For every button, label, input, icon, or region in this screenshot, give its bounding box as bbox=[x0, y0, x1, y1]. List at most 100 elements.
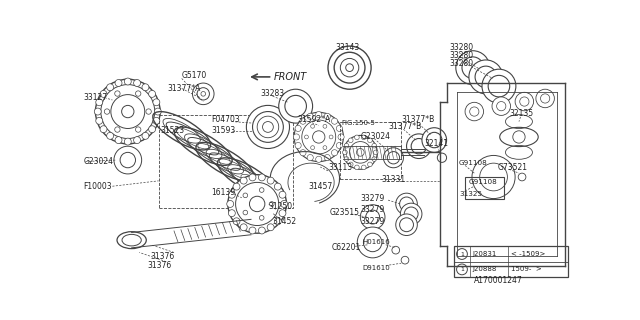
Circle shape bbox=[536, 89, 554, 108]
Circle shape bbox=[148, 91, 156, 97]
Circle shape bbox=[100, 91, 107, 97]
Text: 31377*A: 31377*A bbox=[168, 84, 201, 93]
Circle shape bbox=[336, 125, 342, 132]
Circle shape bbox=[115, 137, 122, 144]
Circle shape bbox=[275, 183, 281, 190]
Circle shape bbox=[356, 148, 364, 156]
Text: 31457: 31457 bbox=[308, 182, 333, 191]
Circle shape bbox=[295, 125, 301, 132]
Circle shape bbox=[228, 175, 287, 233]
Circle shape bbox=[323, 124, 327, 128]
Circle shape bbox=[404, 207, 418, 221]
Text: G91108: G91108 bbox=[468, 179, 497, 185]
Text: 32141: 32141 bbox=[424, 140, 448, 148]
Text: FIG.150-5: FIG.150-5 bbox=[342, 120, 376, 126]
Bar bbox=[159, 116, 293, 208]
Circle shape bbox=[332, 118, 338, 124]
Text: < -1509>: < -1509> bbox=[511, 251, 546, 257]
Circle shape bbox=[302, 120, 336, 154]
Circle shape bbox=[456, 249, 467, 260]
Circle shape bbox=[492, 97, 511, 116]
Circle shape bbox=[115, 91, 120, 96]
Circle shape bbox=[259, 188, 264, 192]
Circle shape bbox=[344, 157, 349, 161]
Circle shape bbox=[107, 84, 114, 91]
Bar bbox=[340, 122, 401, 179]
Circle shape bbox=[372, 157, 376, 161]
Circle shape bbox=[243, 210, 248, 215]
Circle shape bbox=[348, 138, 353, 143]
Text: F10003: F10003 bbox=[83, 182, 112, 191]
Circle shape bbox=[346, 64, 353, 71]
Circle shape bbox=[115, 127, 120, 132]
Circle shape bbox=[373, 150, 378, 155]
Text: 31250: 31250 bbox=[268, 202, 292, 211]
Circle shape bbox=[114, 146, 141, 174]
Circle shape bbox=[362, 135, 366, 140]
Text: 31377*B: 31377*B bbox=[401, 115, 435, 124]
Text: G91108: G91108 bbox=[459, 160, 488, 166]
Circle shape bbox=[96, 99, 102, 106]
Text: FRONT: FRONT bbox=[274, 72, 307, 82]
Circle shape bbox=[518, 173, 526, 181]
Circle shape bbox=[240, 177, 247, 184]
Circle shape bbox=[120, 152, 136, 168]
Circle shape bbox=[367, 162, 372, 167]
Text: 1509-  >: 1509- > bbox=[511, 266, 542, 272]
Circle shape bbox=[469, 60, 503, 94]
Circle shape bbox=[401, 203, 422, 225]
Circle shape bbox=[488, 75, 509, 97]
Text: 31331: 31331 bbox=[382, 175, 406, 184]
Circle shape bbox=[148, 126, 156, 133]
Circle shape bbox=[340, 59, 359, 77]
Circle shape bbox=[362, 165, 366, 170]
Text: 31593: 31593 bbox=[211, 126, 236, 135]
Circle shape bbox=[462, 57, 484, 78]
Circle shape bbox=[344, 143, 349, 148]
Text: G5170: G5170 bbox=[182, 71, 207, 80]
Circle shape bbox=[515, 92, 534, 111]
Circle shape bbox=[475, 66, 497, 88]
Circle shape bbox=[257, 116, 279, 138]
Circle shape bbox=[372, 143, 376, 148]
Circle shape bbox=[104, 109, 109, 114]
Circle shape bbox=[364, 233, 382, 252]
Text: G23024: G23024 bbox=[360, 132, 390, 141]
Circle shape bbox=[95, 79, 160, 144]
Text: 33283: 33283 bbox=[260, 89, 284, 98]
Circle shape bbox=[115, 80, 122, 86]
Circle shape bbox=[316, 112, 322, 118]
Bar bbox=[465, 177, 504, 198]
Text: 31523: 31523 bbox=[160, 126, 184, 135]
Text: G73521: G73521 bbox=[497, 163, 527, 172]
Circle shape bbox=[279, 210, 286, 217]
Circle shape bbox=[281, 201, 287, 207]
Circle shape bbox=[300, 118, 306, 124]
Circle shape bbox=[236, 182, 279, 226]
Text: J20831: J20831 bbox=[473, 251, 497, 257]
Circle shape bbox=[422, 128, 447, 152]
Circle shape bbox=[323, 146, 327, 149]
Circle shape bbox=[324, 155, 330, 161]
Text: 31376: 31376 bbox=[147, 261, 172, 270]
Circle shape bbox=[307, 155, 314, 161]
Text: C62201: C62201 bbox=[332, 243, 361, 252]
Circle shape bbox=[267, 177, 274, 184]
Circle shape bbox=[357, 227, 388, 258]
Circle shape bbox=[383, 148, 403, 168]
Circle shape bbox=[367, 138, 372, 143]
Circle shape bbox=[399, 218, 413, 232]
Circle shape bbox=[541, 94, 550, 103]
Circle shape bbox=[259, 174, 266, 181]
Circle shape bbox=[285, 95, 307, 117]
Circle shape bbox=[456, 51, 490, 84]
Circle shape bbox=[136, 127, 141, 132]
Bar bbox=[454, 246, 568, 277]
Circle shape bbox=[193, 83, 214, 105]
Circle shape bbox=[472, 156, 515, 198]
Circle shape bbox=[312, 131, 325, 143]
Circle shape bbox=[96, 117, 102, 124]
Text: 33143: 33143 bbox=[336, 43, 360, 52]
Circle shape bbox=[228, 210, 236, 217]
Circle shape bbox=[259, 227, 266, 234]
